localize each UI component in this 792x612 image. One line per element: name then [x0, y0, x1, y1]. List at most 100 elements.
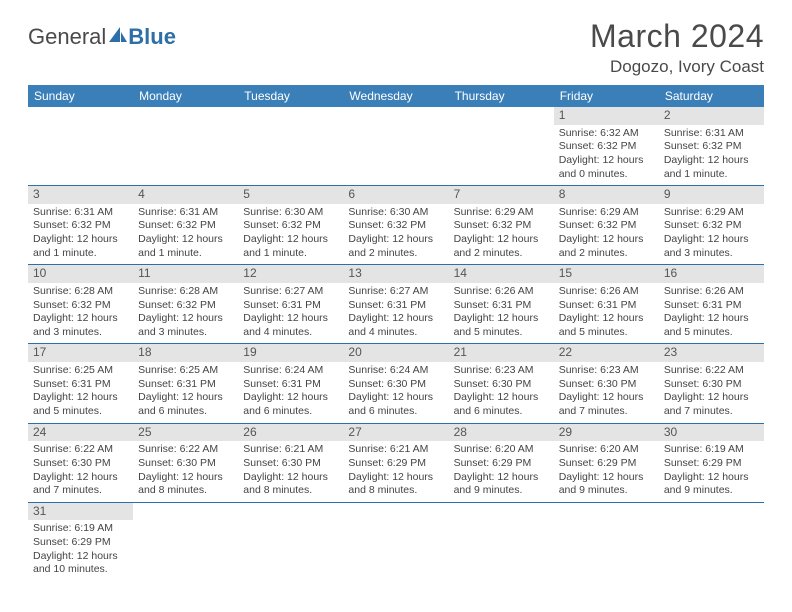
day-number: 13 — [343, 265, 448, 283]
calendar-cell — [133, 502, 238, 581]
weekday-header: Monday — [133, 85, 238, 107]
calendar-week-row: 17Sunrise: 6:25 AMSunset: 6:31 PMDayligh… — [28, 344, 764, 423]
sunset-line: Sunset: 6:32 PM — [33, 219, 128, 233]
day-content: Sunrise: 6:31 AMSunset: 6:32 PMDaylight:… — [28, 204, 133, 265]
daylight-line: Daylight: 12 hours and 3 minutes. — [138, 312, 233, 339]
daylight-line: Daylight: 12 hours and 8 minutes. — [138, 471, 233, 498]
daylight-line: Daylight: 12 hours and 6 minutes. — [454, 391, 549, 418]
day-content: Sunrise: 6:19 AMSunset: 6:29 PMDaylight:… — [659, 441, 764, 502]
day-number: 23 — [659, 344, 764, 362]
sunset-line: Sunset: 6:32 PM — [138, 219, 233, 233]
sunrise-line: Sunrise: 6:20 AM — [559, 443, 654, 457]
daylight-line: Daylight: 12 hours and 7 minutes. — [559, 391, 654, 418]
day-content: Sunrise: 6:21 AMSunset: 6:30 PMDaylight:… — [238, 441, 343, 502]
sunrise-line: Sunrise: 6:27 AM — [243, 285, 338, 299]
sunrise-line: Sunrise: 6:26 AM — [664, 285, 759, 299]
day-number: 27 — [343, 424, 448, 442]
day-content: Sunrise: 6:27 AMSunset: 6:31 PMDaylight:… — [343, 283, 448, 344]
daylight-line: Daylight: 12 hours and 7 minutes. — [664, 391, 759, 418]
weekday-header: Saturday — [659, 85, 764, 107]
day-content: Sunrise: 6:30 AMSunset: 6:32 PMDaylight:… — [238, 204, 343, 265]
calendar-week-row: 10Sunrise: 6:28 AMSunset: 6:32 PMDayligh… — [28, 265, 764, 344]
sunset-line: Sunset: 6:30 PM — [664, 378, 759, 392]
day-number: 22 — [554, 344, 659, 362]
calendar-cell: 23Sunrise: 6:22 AMSunset: 6:30 PMDayligh… — [659, 344, 764, 423]
day-content: Sunrise: 6:28 AMSunset: 6:32 PMDaylight:… — [133, 283, 238, 344]
daylight-line: Daylight: 12 hours and 6 minutes. — [138, 391, 233, 418]
sunrise-line: Sunrise: 6:26 AM — [454, 285, 549, 299]
sunset-line: Sunset: 6:30 PM — [454, 378, 549, 392]
sunrise-line: Sunrise: 6:25 AM — [33, 364, 128, 378]
sunset-line: Sunset: 6:30 PM — [138, 457, 233, 471]
sunrise-line: Sunrise: 6:28 AM — [33, 285, 128, 299]
sunrise-line: Sunrise: 6:22 AM — [33, 443, 128, 457]
sunrise-line: Sunrise: 6:29 AM — [454, 206, 549, 220]
daylight-line: Daylight: 12 hours and 10 minutes. — [33, 550, 128, 577]
day-content: Sunrise: 6:26 AMSunset: 6:31 PMDaylight:… — [554, 283, 659, 344]
month-title: March 2024 — [590, 18, 764, 55]
day-content: Sunrise: 6:29 AMSunset: 6:32 PMDaylight:… — [554, 204, 659, 265]
day-number: 4 — [133, 186, 238, 204]
day-number: 15 — [554, 265, 659, 283]
sunrise-line: Sunrise: 6:19 AM — [33, 522, 128, 536]
sunrise-line: Sunrise: 6:27 AM — [348, 285, 443, 299]
calendar-week-row: 24Sunrise: 6:22 AMSunset: 6:30 PMDayligh… — [28, 423, 764, 502]
sunrise-line: Sunrise: 6:25 AM — [138, 364, 233, 378]
weekday-header-row: SundayMondayTuesdayWednesdayThursdayFrid… — [28, 85, 764, 107]
calendar-cell: 15Sunrise: 6:26 AMSunset: 6:31 PMDayligh… — [554, 265, 659, 344]
sunrise-line: Sunrise: 6:24 AM — [243, 364, 338, 378]
daylight-line: Daylight: 12 hours and 0 minutes. — [559, 154, 654, 181]
day-number: 31 — [28, 503, 133, 521]
day-content: Sunrise: 6:31 AMSunset: 6:32 PMDaylight:… — [133, 204, 238, 265]
sunset-line: Sunset: 6:31 PM — [559, 299, 654, 313]
daylight-line: Daylight: 12 hours and 2 minutes. — [454, 233, 549, 260]
daylight-line: Daylight: 12 hours and 6 minutes. — [243, 391, 338, 418]
calendar-cell: 3Sunrise: 6:31 AMSunset: 6:32 PMDaylight… — [28, 186, 133, 265]
day-content: Sunrise: 6:30 AMSunset: 6:32 PMDaylight:… — [343, 204, 448, 265]
daylight-line: Daylight: 12 hours and 5 minutes. — [559, 312, 654, 339]
calendar-cell: 9Sunrise: 6:29 AMSunset: 6:32 PMDaylight… — [659, 186, 764, 265]
daylight-line: Daylight: 12 hours and 1 minute. — [243, 233, 338, 260]
calendar-cell: 1Sunrise: 6:32 AMSunset: 6:32 PMDaylight… — [554, 107, 659, 186]
calendar-cell: 17Sunrise: 6:25 AMSunset: 6:31 PMDayligh… — [28, 344, 133, 423]
calendar-cell: 28Sunrise: 6:20 AMSunset: 6:29 PMDayligh… — [449, 423, 554, 502]
calendar-cell — [449, 107, 554, 186]
day-content: Sunrise: 6:27 AMSunset: 6:31 PMDaylight:… — [238, 283, 343, 344]
daylight-line: Daylight: 12 hours and 7 minutes. — [33, 471, 128, 498]
day-number: 20 — [343, 344, 448, 362]
logo-sail-icon — [108, 26, 128, 44]
daylight-line: Daylight: 12 hours and 8 minutes. — [243, 471, 338, 498]
day-number: 10 — [28, 265, 133, 283]
day-number: 5 — [238, 186, 343, 204]
day-content: Sunrise: 6:19 AMSunset: 6:29 PMDaylight:… — [28, 520, 133, 581]
sunset-line: Sunset: 6:29 PM — [664, 457, 759, 471]
daylight-line: Daylight: 12 hours and 9 minutes. — [454, 471, 549, 498]
sunrise-line: Sunrise: 6:21 AM — [348, 443, 443, 457]
daylight-line: Daylight: 12 hours and 1 minute. — [138, 233, 233, 260]
day-number: 21 — [449, 344, 554, 362]
day-number: 26 — [238, 424, 343, 442]
daylight-line: Daylight: 12 hours and 8 minutes. — [348, 471, 443, 498]
sunset-line: Sunset: 6:30 PM — [559, 378, 654, 392]
sunset-line: Sunset: 6:31 PM — [243, 299, 338, 313]
daylight-line: Daylight: 12 hours and 3 minutes. — [664, 233, 759, 260]
calendar-cell: 12Sunrise: 6:27 AMSunset: 6:31 PMDayligh… — [238, 265, 343, 344]
calendar-cell: 27Sunrise: 6:21 AMSunset: 6:29 PMDayligh… — [343, 423, 448, 502]
daylight-line: Daylight: 12 hours and 5 minutes. — [33, 391, 128, 418]
weekday-header: Thursday — [449, 85, 554, 107]
sunset-line: Sunset: 6:32 PM — [559, 140, 654, 154]
day-content: Sunrise: 6:22 AMSunset: 6:30 PMDaylight:… — [28, 441, 133, 502]
daylight-line: Daylight: 12 hours and 9 minutes. — [559, 471, 654, 498]
calendar-cell: 4Sunrise: 6:31 AMSunset: 6:32 PMDaylight… — [133, 186, 238, 265]
calendar-cell: 25Sunrise: 6:22 AMSunset: 6:30 PMDayligh… — [133, 423, 238, 502]
daylight-line: Daylight: 12 hours and 9 minutes. — [664, 471, 759, 498]
day-content: Sunrise: 6:21 AMSunset: 6:29 PMDaylight:… — [343, 441, 448, 502]
sunrise-line: Sunrise: 6:29 AM — [559, 206, 654, 220]
calendar-cell: 24Sunrise: 6:22 AMSunset: 6:30 PMDayligh… — [28, 423, 133, 502]
day-number: 16 — [659, 265, 764, 283]
day-number: 2 — [659, 107, 764, 125]
calendar-cell: 30Sunrise: 6:19 AMSunset: 6:29 PMDayligh… — [659, 423, 764, 502]
daylight-line: Daylight: 12 hours and 1 minute. — [664, 154, 759, 181]
day-number: 7 — [449, 186, 554, 204]
day-number: 3 — [28, 186, 133, 204]
